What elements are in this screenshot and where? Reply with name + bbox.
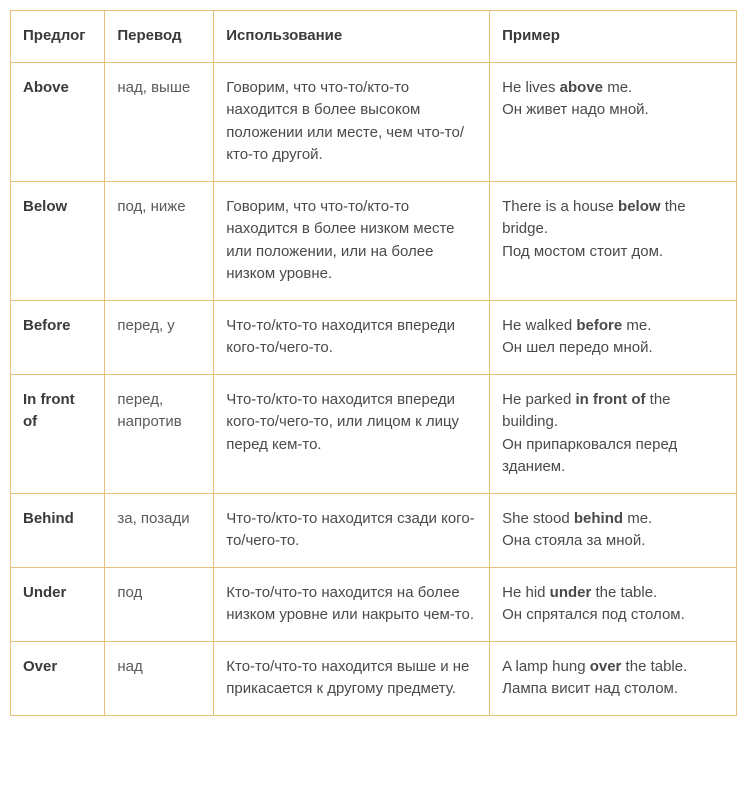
- example-en-bold: before: [576, 317, 622, 334]
- example-en-pre: A lamp hung: [502, 658, 590, 675]
- example-en-bold: behind: [574, 510, 623, 527]
- cell-translation: над, выше: [105, 62, 214, 181]
- cell-translation: перед, напротив: [105, 374, 214, 493]
- example-english: He lives above me.: [502, 77, 724, 100]
- cell-translation: перед, у: [105, 300, 214, 374]
- example-en-post: me.: [623, 510, 652, 527]
- cell-translation: над: [105, 641, 214, 715]
- col-header-preposition: Предлог: [11, 11, 105, 63]
- example-en-bold: above: [560, 79, 603, 96]
- cell-usage: Кто-то/что-то находится на более низком …: [214, 567, 490, 641]
- example-en-pre: He hid: [502, 584, 550, 601]
- example-russian: Под мостом стоит дом.: [502, 241, 724, 264]
- table-header-row: Предлог Перевод Использование Пример: [11, 11, 737, 63]
- example-en-bold: below: [618, 198, 661, 215]
- example-en-pre: There is a house: [502, 198, 618, 215]
- example-english: He parked in front of the building.: [502, 389, 724, 434]
- cell-preposition: Above: [11, 62, 105, 181]
- example-en-post: the table.: [591, 584, 657, 601]
- example-russian: Лампа висит над столом.: [502, 678, 724, 701]
- cell-example: He hid under the table.Он спрятался под …: [490, 567, 737, 641]
- example-english: There is a house below the bridge.: [502, 196, 724, 241]
- col-header-translation: Перевод: [105, 11, 214, 63]
- cell-preposition: Before: [11, 300, 105, 374]
- example-russian: Она стояла за мной.: [502, 530, 724, 553]
- example-english: A lamp hung over the table.: [502, 656, 724, 679]
- example-english: He walked before me.: [502, 315, 724, 338]
- cell-preposition: Below: [11, 181, 105, 300]
- example-en-post: the table.: [621, 658, 687, 675]
- example-en-pre: He lives: [502, 79, 560, 96]
- cell-translation: под: [105, 567, 214, 641]
- cell-example: He walked before me.Он шел передо мной.: [490, 300, 737, 374]
- example-russian: Он спрятался под столом.: [502, 604, 724, 627]
- cell-preposition: In front of: [11, 374, 105, 493]
- cell-example: A lamp hung over the table.Лампа висит н…: [490, 641, 737, 715]
- table-body: Aboveнад, вышеГоворим, что что-то/кто-то…: [11, 62, 737, 715]
- cell-preposition: Under: [11, 567, 105, 641]
- col-header-example: Пример: [490, 11, 737, 63]
- cell-usage: Что-то/кто-то находится впереди кого-то/…: [214, 374, 490, 493]
- table-row: In front ofперед, напротивЧто-то/кто-то …: [11, 374, 737, 493]
- table-row: OverнадКто-то/что-то находится выше и не…: [11, 641, 737, 715]
- table-row: UnderподКто-то/что-то находится на более…: [11, 567, 737, 641]
- cell-usage: Что-то/кто-то находится сзади кого-то/че…: [214, 493, 490, 567]
- cell-preposition: Over: [11, 641, 105, 715]
- col-header-usage: Использование: [214, 11, 490, 63]
- example-english: He hid under the table.: [502, 582, 724, 605]
- cell-usage: Кто-то/что-то находится выше и не прикас…: [214, 641, 490, 715]
- prepositions-table: Предлог Перевод Использование Пример Abo…: [10, 10, 737, 716]
- example-en-post: me.: [603, 79, 632, 96]
- example-en-bold: under: [550, 584, 592, 601]
- table-row: Belowпод, нижеГоворим, что что-то/кто-то…: [11, 181, 737, 300]
- example-en-post: me.: [622, 317, 651, 334]
- cell-example: He lives above me.Он живет надо мной.: [490, 62, 737, 181]
- table-row: Aboveнад, вышеГоворим, что что-то/кто-то…: [11, 62, 737, 181]
- example-russian: Он шел передо мной.: [502, 337, 724, 360]
- table-row: Beforeперед, уЧто-то/кто-то находится вп…: [11, 300, 737, 374]
- cell-usage: Говорим, что что-то/кто-то находится в б…: [214, 181, 490, 300]
- cell-example: He parked in front of the building.Он пр…: [490, 374, 737, 493]
- example-en-pre: He parked: [502, 391, 575, 408]
- cell-usage: Говорим, что что-то/кто-то находится в б…: [214, 62, 490, 181]
- cell-translation: за, позади: [105, 493, 214, 567]
- cell-preposition: Behind: [11, 493, 105, 567]
- cell-usage: Что-то/кто-то находится впереди кого-то/…: [214, 300, 490, 374]
- table-row: Behindза, позадиЧто-то/кто-то находится …: [11, 493, 737, 567]
- example-russian: Он живет надо мной.: [502, 99, 724, 122]
- example-en-bold: over: [590, 658, 622, 675]
- example-english: She stood behind me.: [502, 508, 724, 531]
- example-en-pre: She stood: [502, 510, 574, 527]
- example-en-pre: He walked: [502, 317, 576, 334]
- cell-example: She stood behind me.Она стояла за мной.: [490, 493, 737, 567]
- cell-example: There is a house below the bridge.Под мо…: [490, 181, 737, 300]
- example-en-bold: in front of: [576, 391, 646, 408]
- cell-translation: под, ниже: [105, 181, 214, 300]
- table-head: Предлог Перевод Использование Пример: [11, 11, 737, 63]
- example-russian: Он припарковался перед зданием.: [502, 434, 724, 479]
